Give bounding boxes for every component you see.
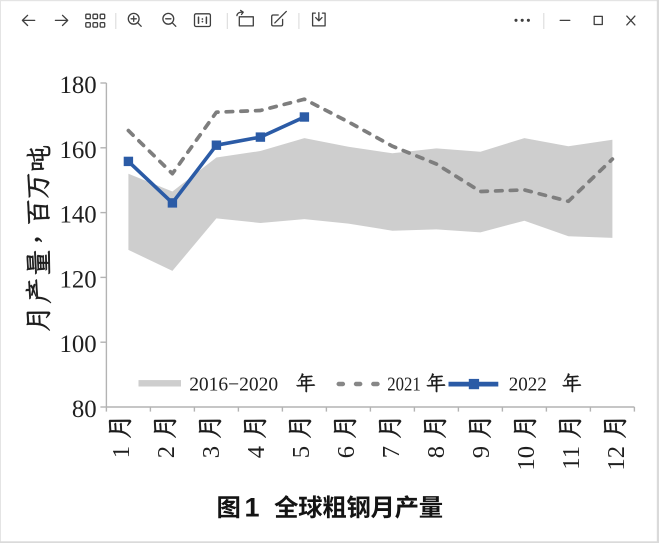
svg-text:5: 5 xyxy=(288,446,315,458)
svg-text:10: 10 xyxy=(513,446,540,471)
svg-text:1: 1 xyxy=(108,446,135,458)
svg-text:6: 6 xyxy=(333,446,360,458)
svg-text:11: 11 xyxy=(558,446,585,470)
svg-text:160: 160 xyxy=(59,137,96,164)
svg-text:120: 120 xyxy=(59,266,96,293)
svg-text:2016−2020: 2016−2020 xyxy=(189,374,278,396)
svg-text:2022: 2022 xyxy=(509,374,547,396)
svg-text:12: 12 xyxy=(603,446,630,471)
svg-text:2021: 2021 xyxy=(387,374,421,396)
svg-text:9: 9 xyxy=(468,446,495,458)
svg-text:100: 100 xyxy=(59,331,96,358)
svg-text:140: 140 xyxy=(59,202,96,229)
svg-text:80: 80 xyxy=(72,396,97,423)
svg-text:3: 3 xyxy=(198,446,225,458)
svg-text:180: 180 xyxy=(59,72,96,99)
svg-text:2: 2 xyxy=(153,446,180,458)
svg-text:7: 7 xyxy=(378,446,405,458)
svg-text:8: 8 xyxy=(423,446,450,458)
svg-text:1: 1 xyxy=(245,492,260,522)
svg-text:4: 4 xyxy=(243,446,270,458)
